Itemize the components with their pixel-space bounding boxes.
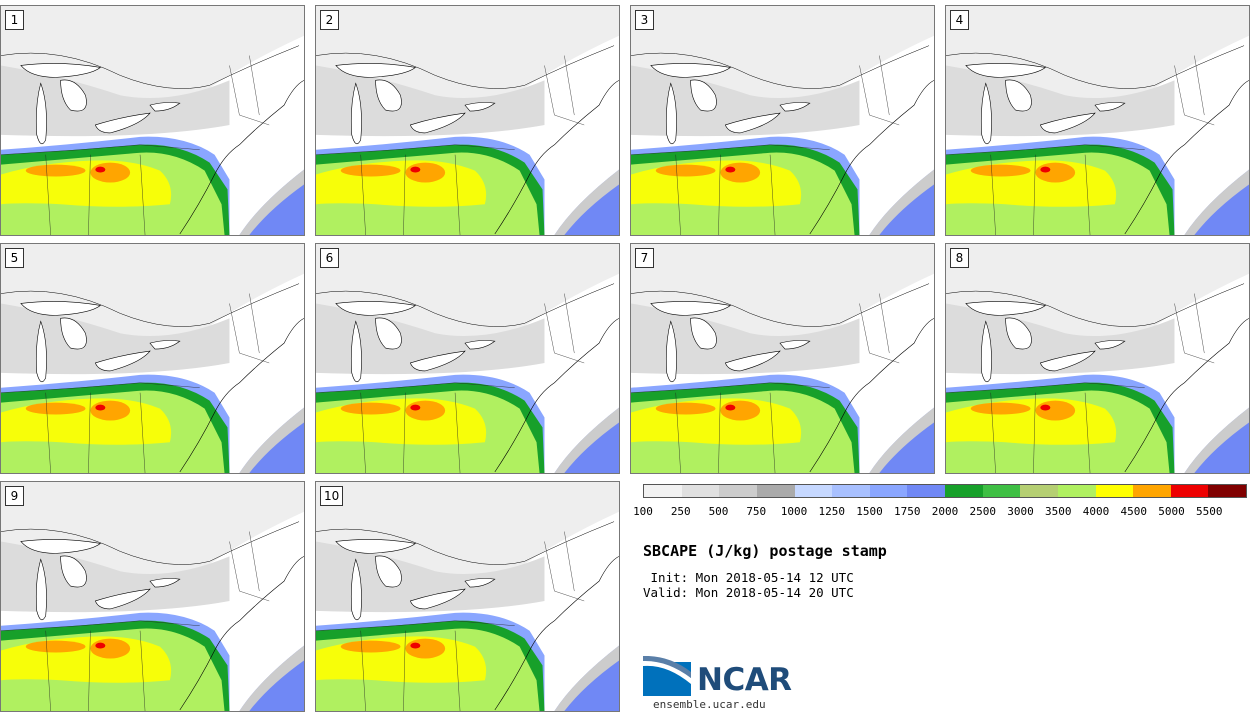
legend-swatch <box>756 485 795 497</box>
member-number-label: 10 <box>320 486 344 506</box>
legend-tick-label: 100 <box>633 505 653 518</box>
ensemble-member-map: 2 <box>315 5 620 236</box>
legend-swatch <box>832 485 870 497</box>
color-legend-bar <box>643 484 1247 498</box>
ensemble-member-map: 4 <box>945 5 1250 236</box>
legend-swatch <box>869 485 908 497</box>
member-number-label: 9 <box>5 486 24 506</box>
legend-tick-label: 1250 <box>818 505 846 518</box>
legend-tick-label: 500 <box>708 505 729 518</box>
legend-tick-label: 3000 <box>1007 505 1034 518</box>
ensemble-member-map: 6 <box>315 243 620 474</box>
init-time: Init: Mon 2018-05-14 12 UTC <box>643 570 854 585</box>
legend-swatch <box>719 485 757 497</box>
member-number-label: 2 <box>320 10 339 30</box>
legend-tick-label: 5000 <box>1158 505 1185 518</box>
legend-tick-label: 3500 <box>1045 505 1072 518</box>
legend-swatch <box>1095 485 1134 497</box>
legend-tick-label: 1750 <box>894 505 921 518</box>
member-number-label: 1 <box>5 10 24 30</box>
ncar-logo-icon <box>643 656 691 696</box>
ensemble-member-map: 8 <box>945 243 1250 474</box>
ensemble-member-map: 5 <box>0 243 305 474</box>
legend-tick-label: 4500 <box>1120 505 1148 518</box>
legend-tick-label: 750 <box>746 505 767 518</box>
ncar-logo-text: NCAR <box>697 662 792 698</box>
legend-swatch <box>1208 485 1246 497</box>
plot-title: SBCAPE (J/kg) postage stamp <box>643 542 887 560</box>
ensemble-member-map: 3 <box>630 5 935 236</box>
ensemble-member-map: 1 <box>0 5 305 236</box>
ensemble-member-map: 10 <box>315 481 620 712</box>
valid-time: Valid: Mon 2018-05-14 20 UTC <box>643 585 854 600</box>
legend-swatch <box>1057 485 1096 497</box>
legend-tick-label: 1500 <box>856 505 883 518</box>
legend-swatch <box>1020 485 1058 497</box>
legend-tick-label: 2500 <box>969 505 997 518</box>
legend-swatch <box>1170 485 1209 497</box>
member-number-label: 4 <box>950 10 969 30</box>
member-number-label: 3 <box>635 10 654 30</box>
legend-swatch <box>945 485 983 497</box>
member-number-label: 5 <box>5 248 24 268</box>
legend-swatch <box>644 485 682 497</box>
color-legend-ticks: 100 250 500 750 1000 1250 1500 1750 2000 2500 3000… <box>633 505 1247 519</box>
legend-tick-label: 250 <box>670 505 691 518</box>
member-number-label: 7 <box>635 248 654 268</box>
legend-swatch <box>681 485 720 497</box>
legend-tick-label: 1000 <box>780 505 808 518</box>
ensemble-member-map: 7 <box>630 243 935 474</box>
legend-tick-label: 4000 <box>1082 505 1110 518</box>
ensemble-member-map: 9 <box>0 481 305 712</box>
legend-tick-label: 2000 <box>931 505 959 518</box>
legend-swatch <box>982 485 1021 497</box>
legend-swatch <box>907 485 945 497</box>
member-number-label: 8 <box>950 248 969 268</box>
site-url: ensemble.ucar.edu <box>653 698 766 711</box>
member-number-label: 6 <box>320 248 339 268</box>
legend-swatch <box>794 485 833 497</box>
legend-swatch <box>1133 485 1171 497</box>
legend-tick-label: 5500 <box>1196 505 1223 518</box>
